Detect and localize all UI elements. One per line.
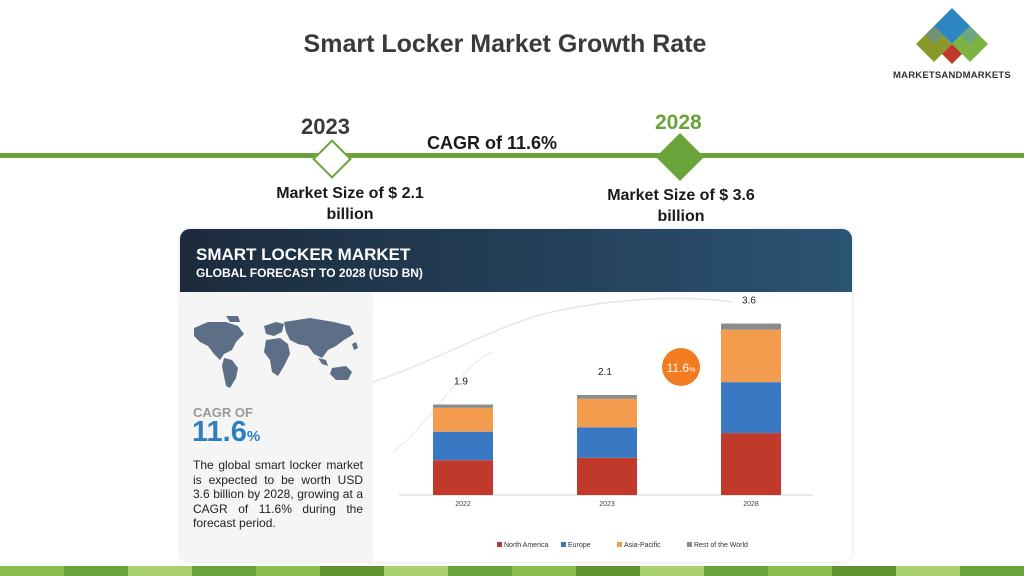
market-size-start: Market Size of $ 2.1 billion [276,185,424,223]
bar-2022-europe [433,431,493,461]
cagr-badge-icon [662,348,700,386]
bar-2028-north-america [721,433,781,495]
legend-swatch-rest-of-the-world [687,542,692,547]
decorative-curve-1 [373,297,734,383]
legend-label-europe: Europe [568,542,591,549]
bar-2023-asia-pacific [577,398,637,428]
legend-swatch-europe [561,542,566,547]
legend-swatch-north-america [497,542,502,547]
start-year-label: 2023 [301,114,350,139]
cagr-value: 11.6% [192,416,260,449]
bar-2028-europe [721,382,781,434]
market-description: The global smart locker market is expect… [193,458,363,531]
bar-2028-rest-of-the-world [721,323,781,330]
end-year-marker-icon [655,132,705,182]
legend-label-asia-pacific: Asia-Pacific [624,542,661,549]
decorative-curve-2 [392,351,494,453]
cagr-badge-text: 11.6% [667,361,696,375]
end-year-label: 2028 [655,111,702,134]
start-year-marker-icon [312,139,352,179]
stacked-bar-chart: 11.6% 1.9 2022 2.1 2023 3.6 2028 North Americ… [373,296,813,549]
bar-2023-europe [577,427,637,458]
legend-swatch-asia-pacific [617,542,622,547]
legend-label-north-america: North America [504,542,548,549]
bar-2022-rest-of-the-world [433,404,493,408]
infographic-card: SMART LOCKER MARKET GLOBAL FORECAST TO 2… [180,229,852,562]
cagr-of-label: CAGR OF [193,405,253,420]
logo-text: MARKETSANDMARKETS [893,70,1011,81]
banner-title: SMART LOCKER MARKET [196,245,411,264]
logo-diamonds-icon [916,8,988,64]
logo: MARKETSANDMARKETS [882,4,1022,86]
cagr-label: CAGR of 11.6% [427,133,558,153]
bar-2022-asia-pacific [433,407,493,432]
total-label-2028: 3.6 [742,296,756,307]
banner-subtitle: GLOBAL FORECAST TO 2028 (USD BN) [196,266,423,280]
chart-panel: 11.6% 1.9 2022 2.1 2023 3.6 2028 North Americ… [373,292,852,562]
bar-2028-asia-pacific [721,329,781,383]
x-tick-2022: 2022 [455,501,471,508]
total-label-2023: 2.1 [598,367,612,378]
x-tick-2023: 2023 [599,501,615,508]
bar-2022-north-america [433,460,493,495]
market-size-end: Market Size of $ 3.6 billion [607,187,755,225]
bar-2023-rest-of-the-world [577,395,637,399]
world-map-icon [194,316,358,388]
summary-panel: CAGR OF 11.6% The global smart locker ma… [180,292,373,562]
page-title: Smart Locker Market Growth Rate [303,30,707,58]
footer-strip [0,566,1024,576]
x-tick-2028: 2028 [743,501,759,508]
timeline-bar [0,153,1024,158]
total-label-2022: 1.9 [454,377,468,388]
bar-2023-north-america [577,457,637,495]
card-banner: SMART LOCKER MARKET GLOBAL FORECAST TO 2… [180,229,852,292]
cagr-unit: % [246,428,261,445]
cagr-number: 11.6 [192,416,247,448]
legend-label-rest-of-the-world: Rest of the World [694,542,748,549]
